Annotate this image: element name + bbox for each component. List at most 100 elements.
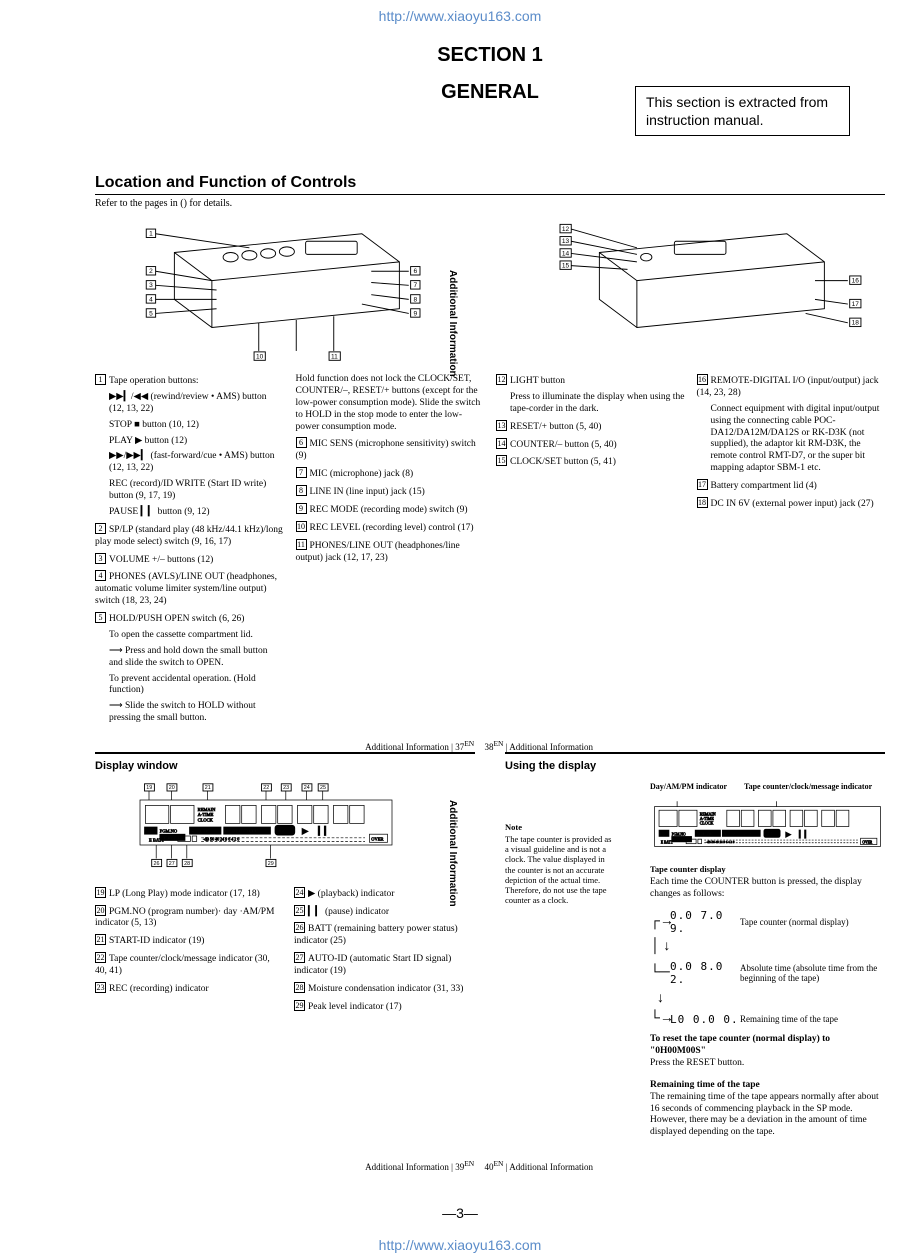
item: Hold function does not lock the CLOCK/SE… bbox=[296, 374, 485, 433]
svg-text:-dB 50 40 24 9 6 4 2 0: -dB 50 40 24 9 6 4 2 0 bbox=[203, 836, 239, 841]
svg-text:OVER: OVER bbox=[371, 836, 383, 841]
svg-text:PGM.NO: PGM.NO bbox=[160, 828, 178, 833]
svg-text:▶: ▶ bbox=[786, 830, 792, 838]
item: 4PHONES (AVLS)/LINE OUT (headphones, aut… bbox=[95, 570, 284, 608]
counter-flow: ┌→0.0 7.0 9.Tape counter (normal display… bbox=[650, 909, 885, 1028]
svg-text:8: 8 bbox=[413, 296, 417, 303]
item: 16REMOTE-DIGITAL I/O (input/output) jack… bbox=[697, 374, 886, 400]
svg-text:E BATT: E BATT bbox=[149, 837, 164, 842]
item: 27AUTO-ID (automatic Start ID signal) in… bbox=[294, 952, 475, 978]
item-sub: STOP ■ button (10, 12) bbox=[109, 420, 284, 432]
svg-text:AUTO-ID: AUTO-ID bbox=[673, 838, 687, 842]
page-content: SECTION 1 GENERAL This section is extrac… bbox=[95, 30, 885, 1172]
item-sub: To open the cassette compartment lid. bbox=[109, 630, 284, 642]
svg-text:19: 19 bbox=[146, 785, 152, 791]
controls-columns: 1Tape operation buttons:▶▶▎/◀◀ (rewind/r… bbox=[95, 374, 885, 729]
col3: 12LIGHT button Press to illuminate the di… bbox=[496, 374, 685, 729]
svg-text:7: 7 bbox=[413, 282, 417, 289]
svg-text:18: 18 bbox=[852, 320, 860, 327]
item: 11PHONES/LINE OUT (headphones/line outpu… bbox=[296, 539, 485, 565]
lower-right: Using the display Note The tape counter … bbox=[505, 760, 885, 1139]
svg-text:17: 17 bbox=[852, 301, 860, 308]
footer-39-40: Additional Information | 39EN 40EN | Add… bbox=[95, 1159, 885, 1172]
section-line1: SECTION 1 bbox=[95, 44, 885, 67]
footer-37-38: Additional Information | 37EN 38EN | Add… bbox=[95, 739, 885, 752]
tc-title: Tape counter display bbox=[650, 864, 885, 875]
item-sub: To prevent accidental operation. (Hold f… bbox=[109, 674, 284, 698]
url-top: http://www.xiaoyu163.com bbox=[0, 8, 920, 24]
svg-text:22: 22 bbox=[263, 785, 269, 791]
item: 23REC (recording) indicator bbox=[95, 982, 276, 996]
svg-text:CLOCK: CLOCK bbox=[700, 820, 714, 825]
svg-text:16: 16 bbox=[852, 278, 860, 285]
svg-text:REMAIN: REMAIN bbox=[198, 807, 216, 812]
svg-text:14: 14 bbox=[562, 250, 570, 257]
item-sub: Connect equipment with digital input/out… bbox=[711, 404, 886, 475]
col4: 16REMOTE-DIGITAL I/O (input/output) jack… bbox=[697, 374, 886, 729]
display-window-title: Display window bbox=[95, 760, 475, 774]
device-rear-svg: 12 13 14 15 16 17 18 bbox=[520, 215, 885, 365]
note-box: Note The tape counter is provided as a v… bbox=[505, 822, 615, 906]
svg-text:26: 26 bbox=[154, 861, 160, 867]
svg-text:11: 11 bbox=[331, 353, 338, 360]
svg-text:13: 13 bbox=[562, 238, 570, 245]
diagram-row: 1 2 3 4 5 6 7 8 9 10 11 bbox=[95, 215, 885, 370]
tc-desc: Each time the COUNTER button is pressed,… bbox=[650, 877, 885, 901]
url-bottom: http://www.xiaoyu163.com bbox=[0, 1237, 920, 1253]
svg-text:OVER: OVER bbox=[862, 840, 872, 844]
svg-text:21: 21 bbox=[205, 785, 211, 791]
svg-text:10: 10 bbox=[256, 353, 264, 360]
item-sub: ▶▶/▶▶▎ (fast-forward/cue • AMS) button (… bbox=[109, 451, 284, 475]
svg-text:6: 6 bbox=[413, 268, 417, 275]
item: 12LIGHT button bbox=[496, 374, 685, 388]
item-sub: ⟶ Press and hold down the small button a… bbox=[109, 646, 284, 670]
svg-text:1: 1 bbox=[149, 231, 153, 238]
svg-text:3: 3 bbox=[149, 282, 153, 289]
rl-left: Note The tape counter is provided as a v… bbox=[505, 782, 640, 1139]
item-sub: REC (record)/ID WRITE (Start ID write) b… bbox=[109, 479, 284, 503]
svg-text:28: 28 bbox=[184, 861, 190, 867]
item: 26BATT (remaining battery power status) … bbox=[294, 922, 475, 948]
item: 13RESET/+ button (5, 40) bbox=[496, 420, 685, 434]
diagram-left: 1 2 3 4 5 6 7 8 9 10 11 bbox=[95, 215, 460, 370]
item: 17Battery compartment lid (4) bbox=[697, 479, 886, 493]
svg-text:23: 23 bbox=[283, 785, 289, 791]
item: 18DC IN 6V (external power input) jack (… bbox=[697, 497, 886, 511]
note-body: The tape counter is provided as a visual… bbox=[505, 834, 615, 905]
col2: Hold function does not lock the CLOCK/SE… bbox=[296, 374, 485, 729]
svg-text:20: 20 bbox=[169, 785, 175, 791]
item: 19LP (Long Play) mode indicator (17, 18) bbox=[95, 887, 276, 901]
svg-text:CLOCK: CLOCK bbox=[198, 817, 214, 822]
item: 9REC MODE (recording mode) switch (9) bbox=[296, 503, 485, 517]
item: 1Tape operation buttons: bbox=[95, 374, 284, 388]
svg-text:▎▎: ▎▎ bbox=[317, 825, 330, 835]
item: 15CLOCK/SET button (5, 41) bbox=[496, 455, 685, 469]
svg-text:REC: REC bbox=[277, 828, 288, 834]
rl-right: Day/AM/PM indicatorTape counter/clock/me… bbox=[650, 782, 885, 1139]
loc-title: Location and Function of Controls bbox=[95, 174, 885, 195]
svg-text:▎▎: ▎▎ bbox=[798, 829, 810, 838]
item: 22Tape counter/clock/message indicator (… bbox=[95, 952, 276, 978]
svg-text:LP: LP bbox=[146, 828, 152, 833]
disp-small-hdr: Day/AM/PM indicatorTape counter/clock/me… bbox=[650, 782, 885, 792]
item-sub: ⟶ Slide the switch to HOLD without press… bbox=[109, 701, 284, 725]
svg-text:15: 15 bbox=[562, 263, 570, 270]
svg-text:4: 4 bbox=[149, 296, 153, 303]
display-cols: 19LP (Long Play) mode indicator (17, 18)… bbox=[95, 887, 475, 1018]
lower-left: Display window REMAIN A-TIME CLOCK LP PG… bbox=[95, 760, 475, 1139]
loc-sub: Refer to the pages in () for details. bbox=[95, 198, 885, 209]
svg-text:LP: LP bbox=[660, 831, 665, 836]
item-sub: Press to illuminate the display when usi… bbox=[510, 392, 685, 416]
item: 7MIC (microphone) jack (8) bbox=[296, 467, 485, 481]
svg-text:A-TIME: A-TIME bbox=[198, 812, 214, 817]
item: 3VOLUME +/– buttons (12) bbox=[95, 553, 284, 567]
ai-vert-label-2: Additional Information bbox=[447, 800, 458, 907]
rem-title: Remaining time of the tape bbox=[650, 1080, 885, 1092]
svg-text:START-ID: START-ID bbox=[697, 832, 713, 836]
item: 29Peak level indicator (17) bbox=[294, 1000, 475, 1014]
item-sub: PAUSE ▎▎ button (9, 12) bbox=[109, 507, 284, 519]
rem-body: The remaining time of the tape appears n… bbox=[650, 1092, 885, 1140]
svg-text:25: 25 bbox=[320, 785, 326, 791]
item: 2SP/LP (standard play (48 kHz/44.1 kHz)/… bbox=[95, 523, 284, 549]
reset-body: Press the RESET button. bbox=[650, 1058, 885, 1070]
